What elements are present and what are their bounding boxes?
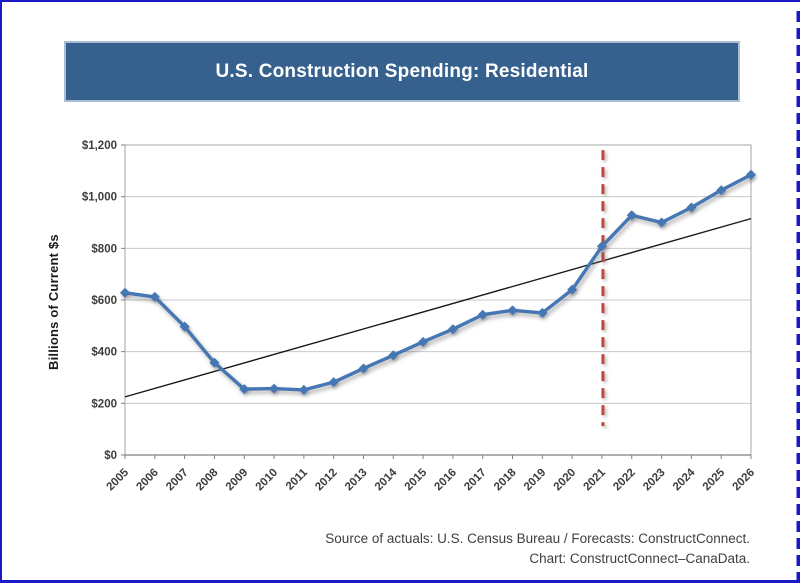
data-point-marker xyxy=(298,384,309,395)
data-point-marker xyxy=(596,241,607,252)
data-point-marker xyxy=(358,363,369,374)
x-tick-label: 2008 xyxy=(194,466,221,493)
data-point-marker xyxy=(418,336,429,347)
source-note: Source of actuals: U.S. Census Bureau / … xyxy=(325,529,750,569)
source-line-1: Source of actuals: U.S. Census Bureau / … xyxy=(325,531,750,546)
x-tick-label: 2017 xyxy=(462,467,489,494)
x-tick-label: 2024 xyxy=(671,466,698,493)
x-tick-label: 2014 xyxy=(373,466,400,493)
y-tick-label: $1,200 xyxy=(82,140,117,152)
data-point-marker xyxy=(179,321,190,332)
x-tick-label: 2006 xyxy=(134,467,161,494)
data-point-marker xyxy=(626,210,637,221)
x-tick-label: 2016 xyxy=(432,467,459,494)
x-tick-label: 2005 xyxy=(105,466,132,493)
data-point-marker xyxy=(447,324,458,335)
data-point-marker xyxy=(746,169,756,180)
chart-title-banner: U.S. Construction Spending: Residential xyxy=(64,41,740,102)
data-point-marker xyxy=(269,383,280,394)
data-point-marker xyxy=(686,202,697,213)
data-point-marker xyxy=(716,185,727,196)
y-tick-label: $0 xyxy=(104,450,117,462)
data-point-marker xyxy=(656,217,667,228)
y-tick-label: $200 xyxy=(91,398,117,410)
x-tick-label: 2012 xyxy=(313,467,340,494)
data-point-marker xyxy=(239,384,250,395)
x-tick-label: 2018 xyxy=(492,466,519,493)
y-tick-label: $600 xyxy=(91,295,117,307)
x-tick-label: 2013 xyxy=(343,467,370,494)
x-tick-label: 2010 xyxy=(254,467,281,494)
x-tick-label: 2011 xyxy=(284,466,311,493)
page-title: U.S. Construction Spending: Residential xyxy=(215,60,589,82)
x-tick-label: 2020 xyxy=(552,467,579,494)
x-tick-label: 2009 xyxy=(224,467,251,494)
data-point-marker xyxy=(537,307,548,318)
x-tick-label: 2022 xyxy=(611,467,638,494)
x-tick-label: 2007 xyxy=(164,467,191,494)
data-point-marker xyxy=(120,287,130,298)
data-point-marker xyxy=(388,350,399,361)
x-tick-label: 2023 xyxy=(641,467,668,494)
y-tick-label: $1,000 xyxy=(82,192,117,204)
x-tick-label: 2019 xyxy=(522,467,549,494)
x-tick-label: 2015 xyxy=(403,466,430,493)
data-point-marker xyxy=(507,305,518,316)
data-point-marker xyxy=(209,357,220,368)
x-tick-label: 2021 xyxy=(581,466,608,493)
data-point-marker xyxy=(328,377,339,388)
source-line-2: Chart: ConstructConnect–CanaData. xyxy=(529,551,750,566)
y-tick-label: $400 xyxy=(91,347,117,359)
data-point-marker xyxy=(567,284,578,295)
x-tick-label: 2025 xyxy=(701,466,728,493)
data-point-marker xyxy=(477,309,488,320)
data-point-marker xyxy=(149,291,160,302)
trend-line xyxy=(124,217,752,398)
data-series-line xyxy=(123,173,753,392)
x-tick-label: 2026 xyxy=(731,467,758,494)
y-tick-label: $800 xyxy=(91,243,117,255)
